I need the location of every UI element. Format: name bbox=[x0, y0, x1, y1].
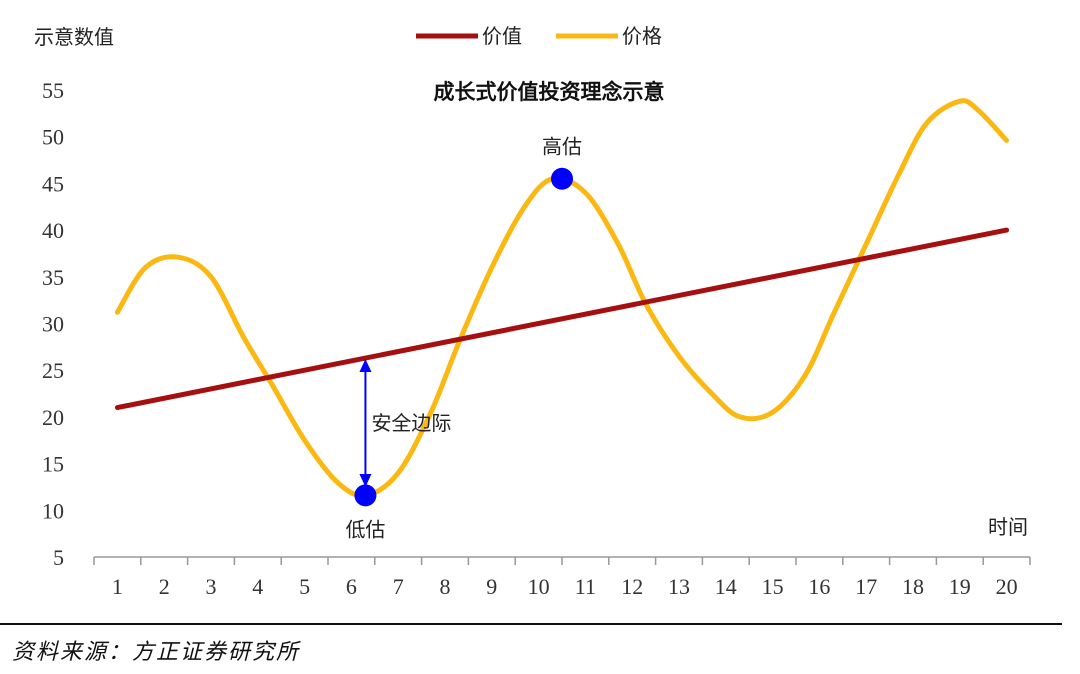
x-tick-label: 19 bbox=[949, 574, 971, 599]
y-tick-label: 10 bbox=[42, 498, 64, 523]
x-tick-label: 7 bbox=[393, 574, 404, 599]
x-tick-label: 3 bbox=[206, 574, 217, 599]
y-tick-label: 35 bbox=[42, 265, 64, 290]
x-tick-label: 1 bbox=[112, 574, 123, 599]
y-tick-label: 45 bbox=[42, 171, 64, 196]
x-tick-label: 11 bbox=[575, 574, 596, 599]
x-tick-label: 5 bbox=[299, 574, 310, 599]
series-line-price bbox=[114, 98, 1010, 499]
legend-label-price: 价格 bbox=[622, 24, 662, 48]
source-note: 资料来源：方正证券研究所 bbox=[12, 640, 301, 665]
y-tick-label: 40 bbox=[42, 218, 64, 243]
y-tick-label: 5 bbox=[53, 545, 64, 570]
legend: 价值 价格 bbox=[416, 24, 662, 48]
y-tick-label: 50 bbox=[42, 125, 64, 150]
y-tick-label: 55 bbox=[42, 78, 64, 103]
high-marker bbox=[551, 167, 573, 190]
y-tick-label: 15 bbox=[42, 452, 64, 477]
x-tick-label: 6 bbox=[346, 574, 357, 599]
x-tick-label: 10 bbox=[528, 574, 550, 599]
y-axis-label: 示意数值 bbox=[34, 25, 114, 49]
x-tick-label: 2 bbox=[159, 574, 170, 599]
x-axis-label: 时间 bbox=[988, 515, 1028, 539]
x-tick-label: 15 bbox=[762, 574, 784, 599]
x-tick-label: 14 bbox=[715, 574, 737, 599]
margin-arrow-head-up bbox=[359, 358, 372, 372]
series-group bbox=[114, 98, 1010, 499]
y-tick-label: 25 bbox=[42, 358, 64, 383]
x-tick-label: 20 bbox=[996, 574, 1018, 599]
axes: 1 2 3 4 5 6 7 8 9 10 11 12 13 14 15 16 17 18 19 20510152025… bbox=[42, 78, 1031, 599]
y-tick-label: 20 bbox=[42, 405, 64, 430]
x-tick-label: 17 bbox=[855, 574, 877, 599]
low-marker bbox=[354, 484, 377, 507]
margin-arrow-head-down bbox=[359, 473, 372, 487]
x-tick-label: 13 bbox=[668, 574, 690, 599]
x-tick-label: 16 bbox=[808, 574, 830, 599]
high-label: 高估 bbox=[542, 135, 582, 159]
y-tick-label: 30 bbox=[42, 312, 64, 337]
legend-label-value: 价值 bbox=[482, 24, 522, 48]
x-tick-label: 9 bbox=[486, 574, 497, 599]
x-tick-label: 4 bbox=[252, 574, 263, 599]
chart-title: 成长式价值投资理念示意 bbox=[434, 80, 665, 104]
x-tick-label: 18 bbox=[902, 574, 924, 599]
low-label: 低估 bbox=[345, 517, 385, 541]
x-tick-label: 8 bbox=[440, 574, 451, 599]
series-line-value bbox=[114, 227, 1010, 411]
margin-label: 安全边际 bbox=[371, 411, 451, 435]
x-tick-label: 12 bbox=[621, 574, 643, 599]
